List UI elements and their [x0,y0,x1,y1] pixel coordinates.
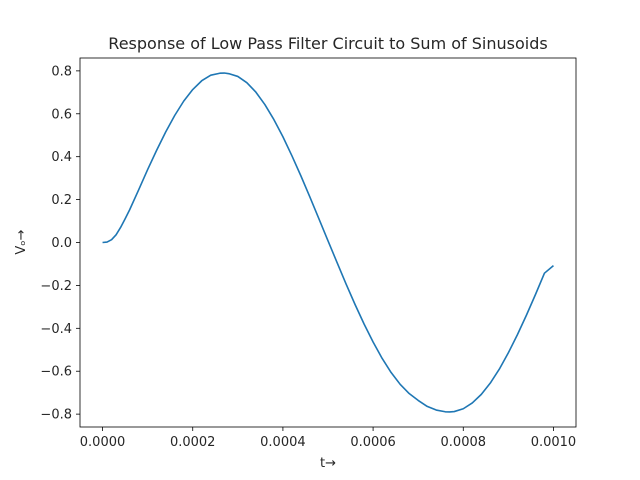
y-tick-label: 0.0 [51,236,72,251]
y-tick-label: 0.8 [51,64,72,79]
y-tick-label: −0.8 [40,408,72,423]
x-tick-label: 0.0004 [260,435,306,450]
series-line [102,72,554,413]
x-tick-label: 0.0006 [350,435,396,450]
y-axis-label: Vₒ→ [14,229,29,254]
y-tick-label: −0.2 [40,279,72,294]
y-tick-label: −0.6 [40,365,72,380]
x-axis-label: t→ [320,456,336,471]
x-tick-label: 0.0008 [441,435,487,450]
y-tick-label: 0.2 [51,193,72,208]
x-tick-label: 0.0000 [80,435,126,450]
y-tick-label: 0.4 [51,150,72,165]
chart-title: Response of Low Pass Filter Circuit to S… [108,34,547,53]
x-tick-label: 0.0002 [170,435,216,450]
y-tick-label: 0.6 [51,107,72,122]
y-tick-label: −0.4 [40,322,72,337]
plot-area: 0.0000 0.0002 0.0004 0.0006 0.0008 0.0010 −0.8… [40,57,577,450]
x-tick-label: 0.0010 [531,435,577,450]
